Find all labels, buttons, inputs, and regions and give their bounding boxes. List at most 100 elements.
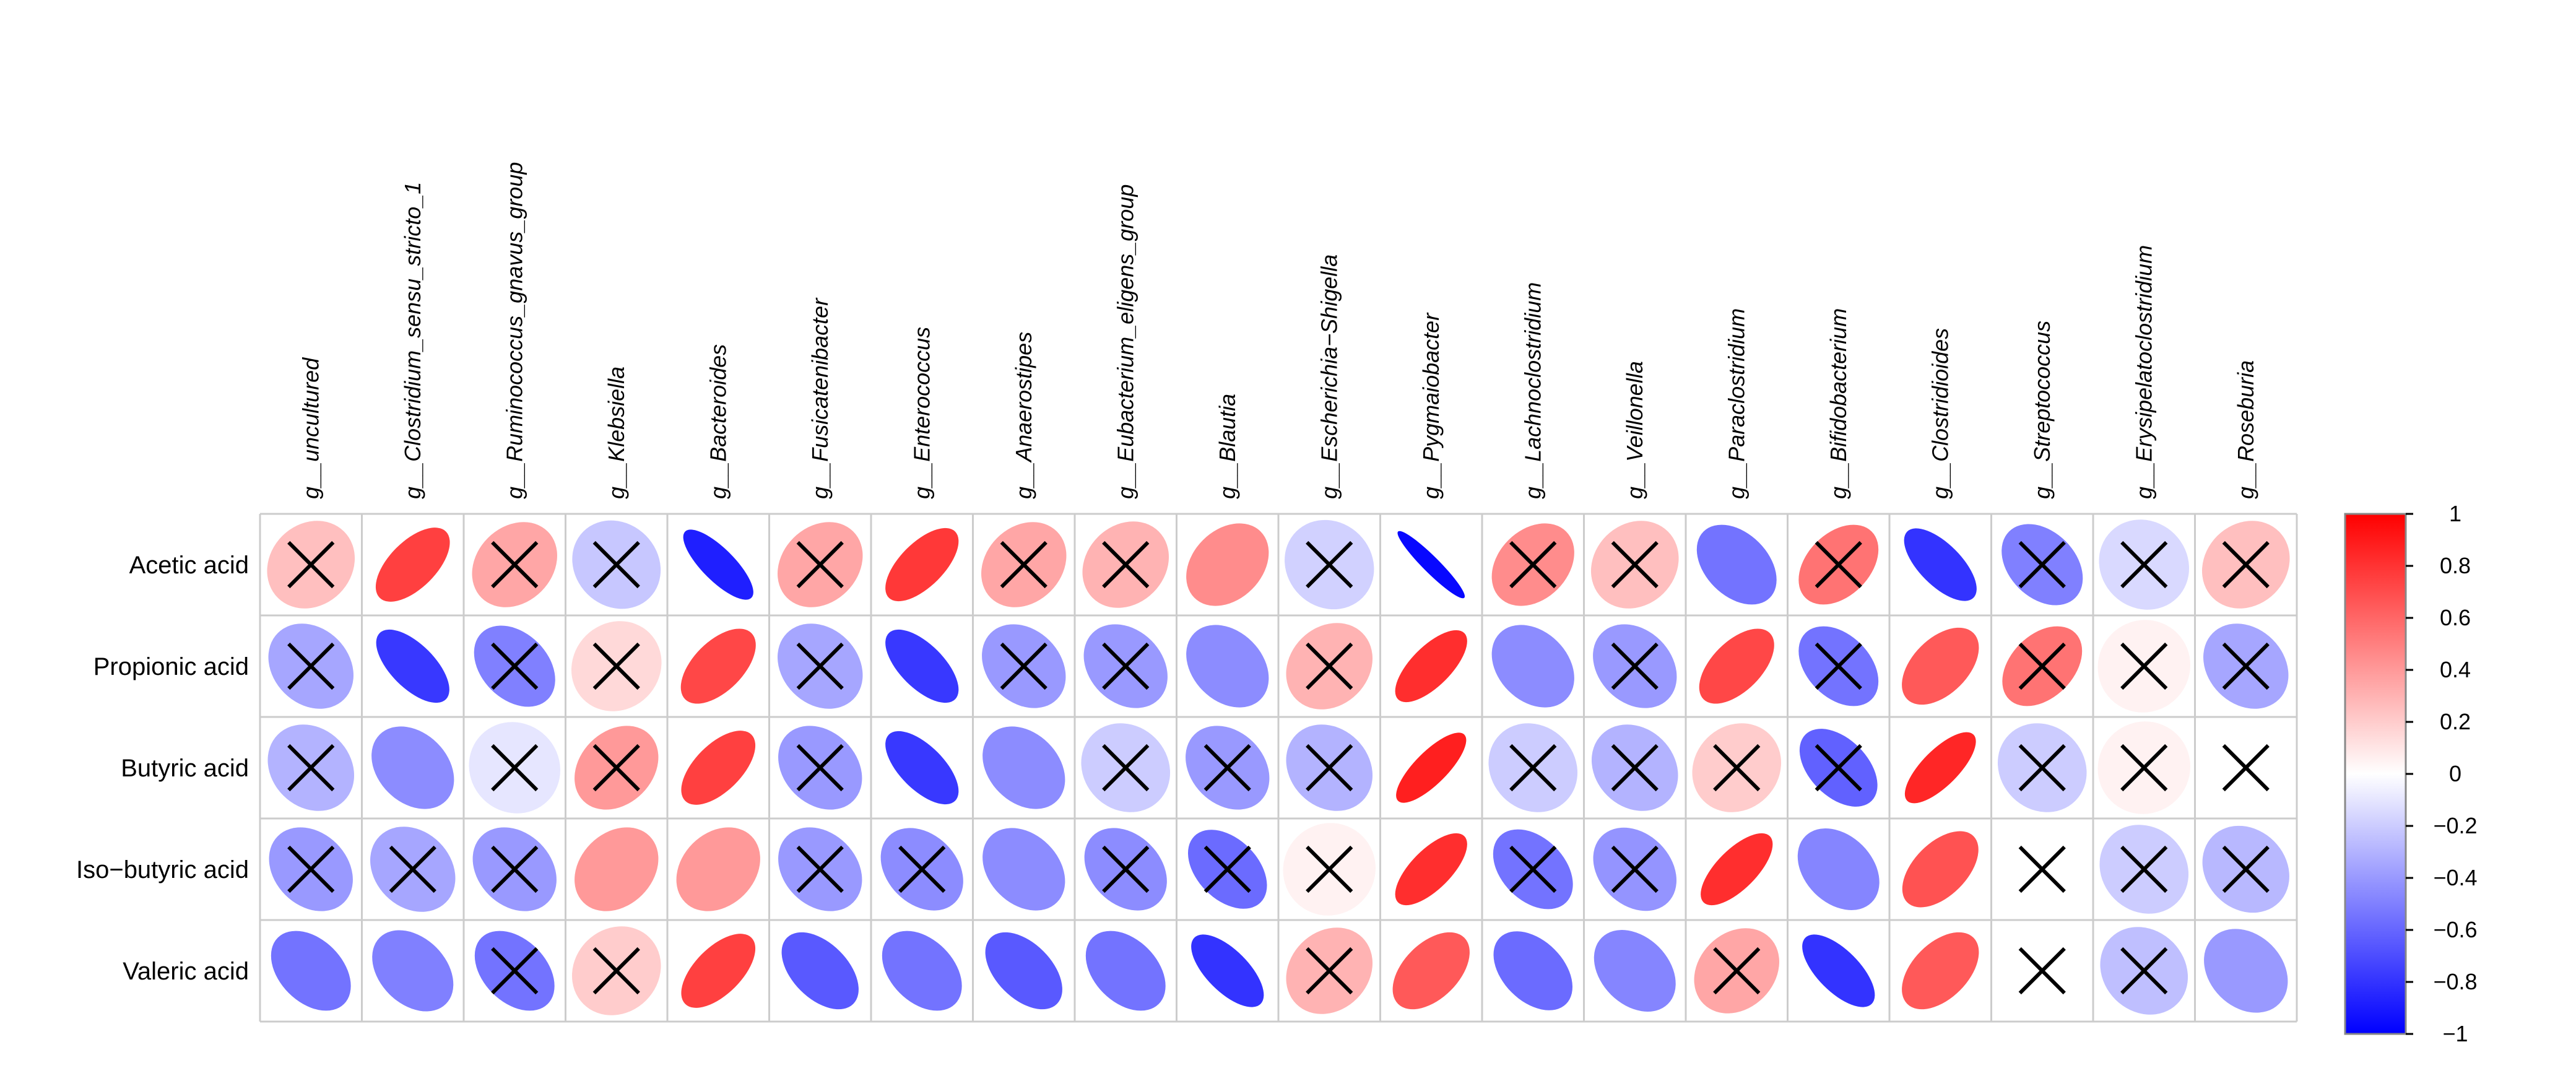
non-significant-mark bbox=[287, 744, 335, 792]
non-significant-mark bbox=[1713, 947, 1761, 995]
heatmap-cell bbox=[981, 522, 1067, 607]
non-significant-mark bbox=[2222, 541, 2270, 589]
heatmap-cell bbox=[1694, 928, 1779, 1014]
heatmap-cell bbox=[1392, 932, 1470, 1010]
heatmap-cell bbox=[1593, 624, 1677, 708]
heatmap-cell bbox=[372, 930, 454, 1012]
correlation-ellipse bbox=[375, 527, 450, 602]
heatmap-cell bbox=[882, 931, 962, 1011]
heatmap-cell bbox=[2001, 524, 2083, 606]
heatmap-cell bbox=[469, 722, 561, 814]
row-label: Propionic acid bbox=[93, 653, 249, 680]
heatmap-cell bbox=[375, 527, 450, 602]
heatmap-cell bbox=[371, 726, 454, 809]
column-label: g__Anaerostipes bbox=[1011, 332, 1036, 499]
non-significant-mark bbox=[2018, 947, 2066, 995]
correlation-ellipse bbox=[372, 930, 454, 1012]
correlation-ellipse bbox=[371, 726, 454, 809]
heatmap-cell bbox=[676, 827, 760, 911]
colorbar-tick-label: −1 bbox=[2442, 1021, 2468, 1046]
heatmap-cell bbox=[1699, 628, 1774, 704]
non-significant-mark bbox=[287, 541, 335, 589]
heatmap-cell bbox=[2201, 521, 2290, 609]
column-label: g__Clostridioides bbox=[1927, 328, 1953, 499]
correlation-ellipse bbox=[1396, 732, 1467, 803]
heatmap-cell bbox=[680, 628, 756, 704]
non-significant-mark bbox=[796, 541, 844, 589]
heatmap-cell bbox=[1590, 521, 1679, 609]
correlation-ellipse bbox=[1904, 528, 1977, 601]
heatmap-cell bbox=[982, 726, 1065, 809]
heatmap-cell bbox=[1902, 627, 1979, 705]
correlation-ellipse bbox=[1191, 934, 1264, 1007]
heatmap-cell bbox=[982, 828, 1065, 911]
heatmap-cell bbox=[1701, 833, 1773, 906]
non-significant-mark bbox=[1611, 642, 1659, 690]
correlation-ellipse bbox=[1186, 523, 1269, 606]
correlation-ellipse bbox=[1904, 732, 1976, 804]
non-significant-mark bbox=[491, 845, 539, 893]
heatmap-cell bbox=[885, 527, 959, 602]
heatmap-cell bbox=[370, 827, 456, 912]
non-significant-mark bbox=[592, 541, 640, 589]
heatmap-cell bbox=[1904, 732, 1976, 804]
heatmap-cell bbox=[269, 827, 353, 911]
column-label: g__Clostridium_sensu_stricto_1 bbox=[400, 182, 425, 499]
heatmap-cell bbox=[1397, 531, 1465, 599]
colorbar-tick-label: 0 bbox=[2449, 761, 2461, 786]
non-significant-mark bbox=[1611, 744, 1659, 792]
correlation-ellipse bbox=[683, 529, 753, 600]
row-labels: Acetic acid Propionic acid Butyric acid Iso… bbox=[76, 552, 249, 985]
non-significant-mark bbox=[2222, 744, 2270, 792]
heatmap-cell bbox=[781, 932, 859, 1010]
non-significant-mark bbox=[2018, 541, 2066, 589]
correlation-ellipse bbox=[681, 731, 756, 805]
column-label: g__Bifidobacterium bbox=[1826, 308, 1851, 499]
correlation-ellipse bbox=[885, 629, 959, 703]
non-significant-mark bbox=[796, 744, 844, 792]
heatmap-cell bbox=[982, 624, 1066, 708]
heatmap-cell bbox=[1286, 724, 1373, 811]
colorbar-tick-label: −0.8 bbox=[2433, 969, 2477, 994]
correlation-ellipse bbox=[1802, 934, 1875, 1007]
correlation-ellipse bbox=[1797, 828, 1880, 910]
column-label: g__Escherichia−Shigella bbox=[1316, 254, 1342, 499]
heatmap-cell bbox=[1493, 829, 1573, 910]
non-significant-mark bbox=[1102, 744, 1150, 792]
heatmap-cell bbox=[472, 827, 557, 911]
non-significant-mark bbox=[1306, 845, 1353, 893]
non-significant-mark bbox=[1306, 744, 1353, 792]
non-significant-mark bbox=[1815, 744, 1862, 792]
heatmap-cell bbox=[575, 827, 659, 911]
heatmap-cell bbox=[985, 932, 1062, 1010]
column-label: g__Streptococcus bbox=[2029, 321, 2055, 499]
non-significant-mark bbox=[796, 642, 844, 690]
non-significant-mark bbox=[1306, 541, 1353, 589]
heatmap-cell bbox=[681, 934, 756, 1008]
non-significant-mark bbox=[287, 845, 335, 893]
correlation-ellipse bbox=[1594, 930, 1676, 1012]
colorbar-tick-label: −0.6 bbox=[2433, 917, 2477, 942]
correlation-ellipse bbox=[1701, 833, 1773, 906]
heatmap-cell bbox=[1084, 828, 1167, 911]
heatmap-cell bbox=[376, 629, 449, 703]
correlation-ellipse bbox=[1902, 831, 1979, 908]
non-significant-mark bbox=[2222, 642, 2270, 690]
heatmap-cell bbox=[2202, 825, 2289, 913]
non-significant-mark bbox=[1306, 947, 1353, 995]
colorbar-tick-label: 1 bbox=[2449, 501, 2461, 526]
non-significant-mark bbox=[1815, 642, 1862, 690]
heatmap-cell bbox=[1191, 934, 1264, 1007]
non-significant-mark bbox=[491, 947, 539, 995]
heatmap-cell bbox=[1904, 528, 1977, 601]
heatmap-cell bbox=[1083, 624, 1168, 708]
correlation-ellipse bbox=[1085, 931, 1166, 1011]
column-label: g__Pygmaiobacter bbox=[1418, 312, 1444, 499]
colorbar-tick-label: 0.4 bbox=[2440, 657, 2471, 682]
heatmap-cell bbox=[571, 621, 662, 711]
heatmap-cell bbox=[2203, 623, 2289, 709]
non-significant-mark bbox=[2018, 845, 2066, 893]
colorbar-tick-label: 0.2 bbox=[2440, 709, 2471, 734]
correlation-ellipse bbox=[1395, 630, 1467, 703]
